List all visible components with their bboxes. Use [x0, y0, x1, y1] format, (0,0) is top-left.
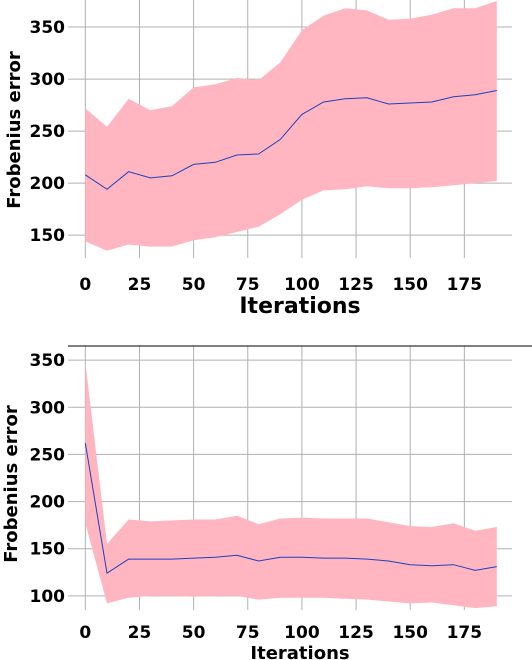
chart2-y-tick-label: 250	[30, 445, 66, 465]
chart2-error-band	[85, 362, 497, 608]
chart2-y-tick-label: 100	[30, 587, 66, 607]
chart1-x-tick-label: 25	[128, 275, 152, 295]
chart1-x-tick-label: 50	[182, 275, 206, 295]
chart2-x-tick-label: 25	[128, 623, 152, 643]
chart2-x-axis-label: Iterations	[250, 643, 349, 660]
chart1-x-tick-label: 75	[236, 275, 260, 295]
chart1-x-tick-label: 0	[79, 275, 91, 295]
chart1-x-tick-label: 150	[392, 275, 428, 295]
chart2-x-tick-label: 150	[392, 623, 428, 643]
chart2-x-tick-label: 75	[236, 623, 260, 643]
chart2-y-tick-label: 150	[30, 540, 66, 560]
chart2-y-tick-label: 200	[30, 493, 66, 513]
chart2-x-tick-label: 100	[284, 623, 320, 643]
chart2-y-axis-label: Frobenius error	[1, 405, 22, 563]
chart2-x-tick-label: 175	[447, 623, 483, 643]
chart1-y-tick-label: 150	[30, 226, 66, 246]
chart2-x-tick-label: 0	[79, 623, 91, 643]
chart1-x-axis-label: Iterations	[239, 294, 360, 319]
chart1-y-tick-label: 250	[30, 122, 66, 142]
chart1-y-tick-label: 350	[30, 18, 66, 38]
chart1-x-tick-label: 100	[284, 275, 320, 295]
chart1-error-band	[85, 1, 497, 251]
chart1-y-tick-label: 200	[30, 174, 66, 194]
chart2-x-tick-label: 125	[338, 623, 374, 643]
chart1-y-axis-label: Frobenius error	[4, 51, 25, 209]
chart2-y-tick-label: 350	[30, 351, 66, 371]
chart1-x-tick-label: 175	[447, 275, 483, 295]
chart2-y-tick-label: 300	[30, 398, 66, 418]
chart1-y-tick-label: 300	[30, 70, 66, 90]
chart1-x-tick-label: 125	[338, 275, 374, 295]
chart2-x-tick-label: 50	[182, 623, 206, 643]
